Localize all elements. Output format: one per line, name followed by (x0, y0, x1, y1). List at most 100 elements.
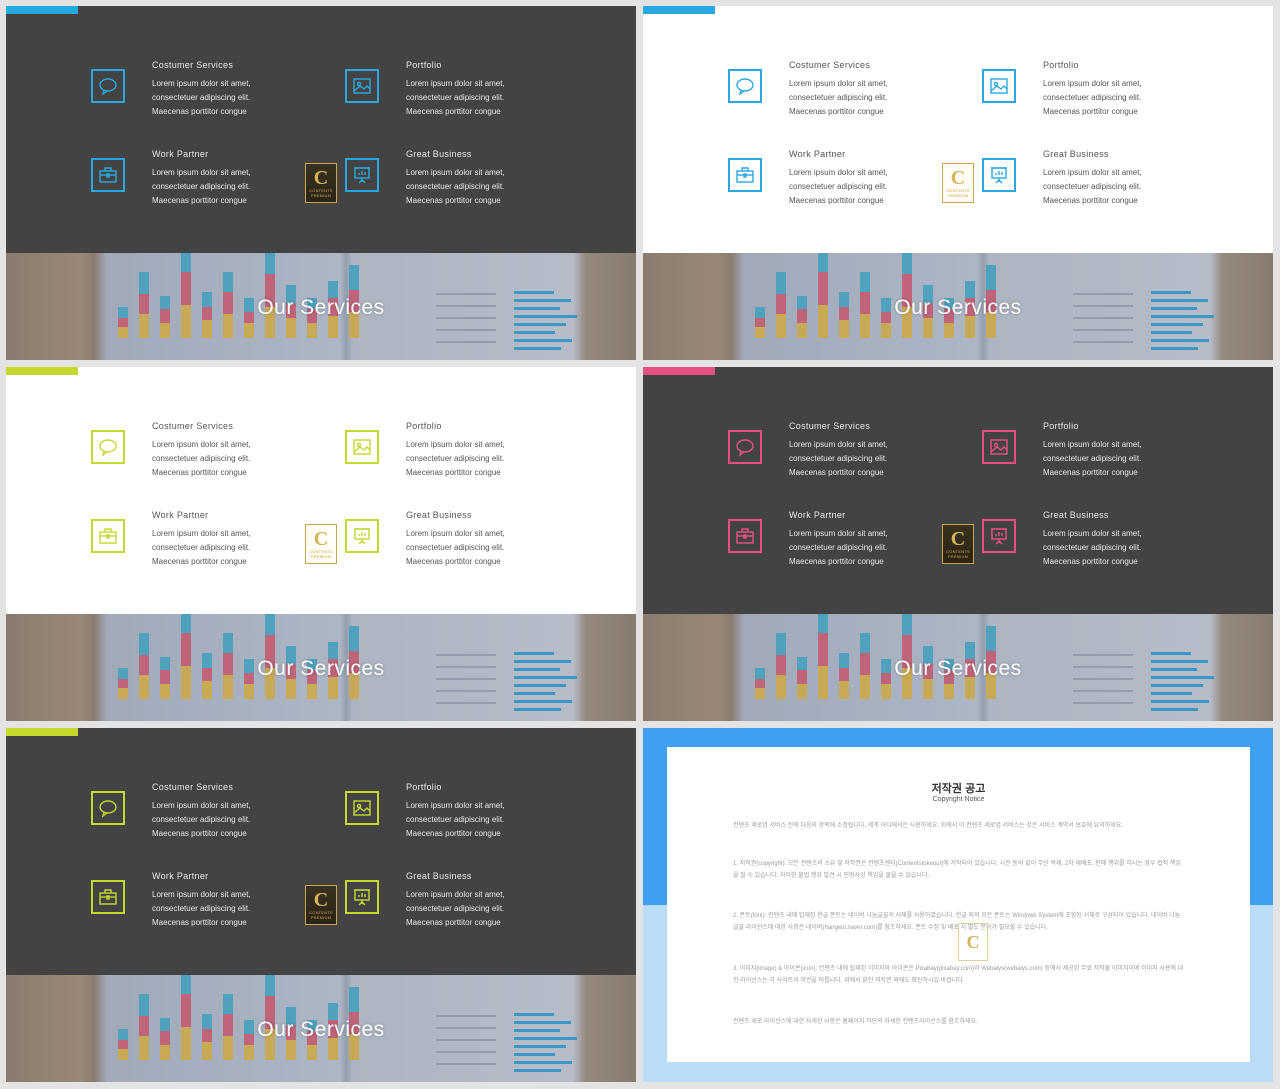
decorative-bar (244, 672, 254, 684)
decorative-bar (986, 626, 996, 651)
decorative-bar (181, 272, 191, 305)
accent-bar (6, 6, 78, 14)
service-description: Maecenas porttitor congue (406, 829, 501, 838)
decorative-bar (923, 285, 933, 303)
service-description: Maecenas porttitor congue (152, 557, 247, 566)
contents-logo: C CONTENTS PREMIUM (305, 163, 337, 203)
image-icon (345, 791, 379, 825)
decorative-bar (265, 307, 275, 338)
decorative-bar (160, 1031, 170, 1045)
decorative-bar (797, 322, 807, 338)
decorative-bar (307, 322, 317, 338)
decorative-bar (118, 1040, 128, 1049)
decorative-bar (265, 274, 275, 308)
decorative-bar (286, 1007, 296, 1025)
decorative-bar (139, 633, 149, 655)
service-title: Great Business (406, 871, 472, 881)
service-description: Maecenas porttitor congue (789, 557, 884, 566)
accent-bar (643, 6, 715, 14)
service-description: Maecenas porttitor congue (152, 829, 247, 838)
decorative-hbar (1151, 307, 1197, 310)
image-icon (345, 69, 379, 103)
decorative-bar (944, 670, 954, 684)
decorative-bar (349, 289, 359, 312)
service-title: Portfolio (406, 421, 442, 431)
decorative-bar (902, 307, 912, 338)
decorative-bar (944, 683, 954, 699)
service-description: consectetuer adipiscing elit. (406, 815, 505, 824)
decorative-hbar (514, 660, 571, 663)
decorative-bar (118, 688, 128, 699)
decorative-bar (755, 327, 765, 338)
service-title: Work Partner (789, 510, 846, 520)
service-title: Portfolio (406, 60, 442, 70)
decorative-bar (986, 650, 996, 673)
decorative-bar (160, 670, 170, 684)
service-description: consectetuer adipiscing elit. (406, 454, 505, 463)
services-slide-4: Costumer Services Lorem ipsum dolor sit a… (643, 367, 1273, 721)
copyright-subtitle: Copyright Notice (932, 796, 985, 803)
decorative-bar (328, 1002, 338, 1021)
decorative-bar (202, 681, 212, 699)
decorative-bar (160, 657, 170, 671)
decorative-hbar (514, 1053, 555, 1056)
decorative-bar (265, 635, 275, 669)
service-description: Lorem ipsum dolor sit amet, (406, 801, 505, 810)
contents-logo: C CONTENTS PREMIUM (305, 885, 337, 925)
banner-title: Our Services (894, 657, 1022, 680)
service-title: Great Business (406, 510, 472, 520)
service-description: Maecenas porttitor congue (406, 468, 501, 477)
decorative-line (436, 1039, 496, 1041)
decorative-hbar (514, 1029, 560, 1032)
accent-bar (643, 367, 715, 375)
decorative-hbar (514, 315, 577, 318)
decorative-bar (286, 679, 296, 699)
decorative-bar (118, 668, 128, 680)
decorative-hbar (1151, 708, 1198, 711)
banner-title: Our Services (257, 657, 385, 680)
service-description: Maecenas porttitor congue (406, 918, 501, 927)
contents-logo: C CONTENTS PREMIUM (305, 524, 337, 564)
decorative-bar (776, 674, 786, 699)
speech-bubble-icon (91, 430, 125, 464)
decorative-bar (923, 302, 933, 319)
presentation-chart-icon (345, 158, 379, 192)
decorative-bar (902, 274, 912, 308)
decorative-line (1073, 690, 1133, 692)
service-title: Costumer Services (789, 421, 871, 431)
service-description: Lorem ipsum dolor sit amet, (789, 79, 888, 88)
service-title: Great Business (1043, 149, 1109, 159)
decorative-bar (118, 1049, 128, 1060)
service-description: consectetuer adipiscing elit. (1043, 93, 1142, 102)
decorative-bar (860, 633, 870, 653)
decorative-hbar (514, 291, 554, 294)
decorative-bar (328, 316, 338, 338)
decorative-bar (139, 272, 149, 294)
service-title: Great Business (406, 149, 472, 159)
service-description: consectetuer adipiscing elit. (406, 904, 505, 913)
service-description: Lorem ipsum dolor sit amet, (1043, 440, 1142, 449)
decorative-line (436, 1051, 496, 1053)
decorative-bar (202, 291, 212, 308)
service-description: consectetuer adipiscing elit. (406, 543, 505, 552)
decorative-bar (139, 294, 149, 314)
copyright-clause-3: 3. 이미지(image) & 아이콘(icon): 컨텐츠 내에 탑재된 이미… (733, 966, 1184, 984)
decorative-bar (202, 1013, 212, 1030)
decorative-bar (118, 327, 128, 338)
banner-title: Our Services (894, 296, 1022, 319)
decorative-hbar (514, 676, 577, 679)
decorative-bar (223, 313, 233, 338)
accent-bar (6, 728, 78, 736)
decorative-bar (328, 677, 338, 699)
decorative-bar (160, 296, 170, 310)
service-description: consectetuer adipiscing elit. (406, 93, 505, 102)
briefcase-icon (728, 158, 762, 192)
service-description: Maecenas porttitor congue (1043, 107, 1138, 116)
photo-overlay (6, 975, 636, 1082)
services-slide-1: Costumer Services Lorem ipsum dolor sit a… (6, 6, 636, 360)
decorative-bar (902, 614, 912, 636)
service-title: Costumer Services (789, 60, 871, 70)
decorative-bar (349, 987, 359, 1012)
decorative-bar (202, 1029, 212, 1043)
decorative-bar (923, 318, 933, 338)
